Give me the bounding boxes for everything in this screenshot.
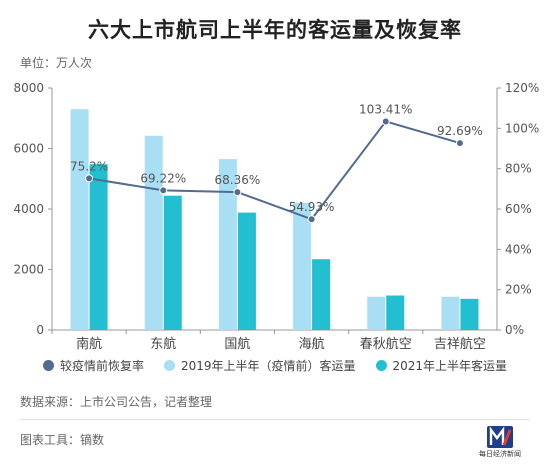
left-tick-label: 6000 <box>13 142 44 156</box>
chart-tool-note: 图表工具：镝数 <box>20 433 105 447</box>
legend-label-2021: 2021年上半年客运量 <box>392 359 508 373</box>
bar-2019-0 <box>70 109 89 330</box>
recovery-point-3 <box>307 215 316 224</box>
recovery-data-label: 68.36% <box>215 173 261 187</box>
recovery-data-label: 69.22% <box>140 171 186 185</box>
recovery-data-label: 92.69% <box>437 124 483 138</box>
x-tick-label: 东航 <box>150 336 176 350</box>
x-tick-label: 海航 <box>299 336 325 350</box>
legend-label-recovery: 较疫情前恢复率 <box>59 359 144 373</box>
legend-label-2019: 2019年上半年（疫情前）客运量 <box>180 359 356 373</box>
x-tick-label: 吉祥航空 <box>434 336 486 350</box>
recovery-point-4 <box>381 117 390 126</box>
right-tick-label: 80% <box>505 162 532 176</box>
recovery-point-5 <box>455 139 464 148</box>
bar-2019-1 <box>144 135 163 330</box>
bar-2021-4 <box>386 295 405 330</box>
data-source-note: 数据来源：上市公司公告，记者整理 <box>20 395 213 409</box>
right-tick-label: 20% <box>505 283 532 297</box>
unit-label: 单位：万人次 <box>20 56 93 70</box>
legend-swatch-recovery <box>42 360 54 371</box>
recovery-line <box>88 120 461 221</box>
recovery-point-0 <box>85 174 94 183</box>
left-tick-label: 8000 <box>13 81 44 95</box>
brand-name: 每日经济新闻 <box>479 450 521 458</box>
left-tick-label: 2000 <box>13 263 44 277</box>
right-tick-label: 40% <box>505 242 532 256</box>
legend-item-2021: 2021年上半年客运量 <box>375 357 508 374</box>
legend-swatch-2021 <box>375 360 387 371</box>
bar-2021-3 <box>312 259 331 330</box>
chart-plot: 0 2000 4000 6000 8000 0% 20% 40% 60% 80% 100% 120% 南… <box>13 81 539 350</box>
brand-logo: 每日经济新闻 <box>466 424 534 462</box>
bar-2021-0 <box>89 164 108 330</box>
recovery-data-label: 103.41% <box>359 102 412 116</box>
brand-logo-icon <box>487 426 513 448</box>
chart-legend: 较疫情前恢复率 2019年上半年（疫情前）客运量 2021年上半年客运量 <box>0 357 550 374</box>
left-tick-label: 0 <box>36 323 44 337</box>
x-tick-label: 国航 <box>224 336 250 350</box>
right-tick-label: 120% <box>505 81 539 95</box>
legend-item-2019: 2019年上半年（疫情前）客运量 <box>163 357 356 374</box>
bar-2019-3 <box>293 202 312 330</box>
bar-2021-2 <box>237 212 256 330</box>
bar-2021-5 <box>460 298 479 330</box>
chart-title: 六大上市航司上半年的客运量及恢复率 <box>88 18 462 42</box>
bar-2019-2 <box>218 159 237 330</box>
bar-2021-1 <box>163 195 182 330</box>
right-tick-label: 100% <box>505 121 539 135</box>
bar-2019-4 <box>367 296 386 330</box>
left-tick-label: 4000 <box>13 202 44 216</box>
recovery-point-2 <box>233 188 242 197</box>
footer-divider <box>20 419 530 420</box>
recovery-point-1 <box>159 186 168 195</box>
x-tick-label: 春秋航空 <box>360 336 412 350</box>
right-tick-label: 0% <box>505 323 524 337</box>
right-tick-label: 60% <box>505 202 532 216</box>
recovery-data-label: 75.2% <box>70 159 108 173</box>
bar-2019-5 <box>441 296 460 330</box>
x-tick-label: 南航 <box>76 336 102 350</box>
legend-item-recovery: 较疫情前恢复率 <box>42 357 144 374</box>
recovery-data-label: 54.93% <box>289 200 335 214</box>
legend-swatch-2019 <box>163 360 175 371</box>
